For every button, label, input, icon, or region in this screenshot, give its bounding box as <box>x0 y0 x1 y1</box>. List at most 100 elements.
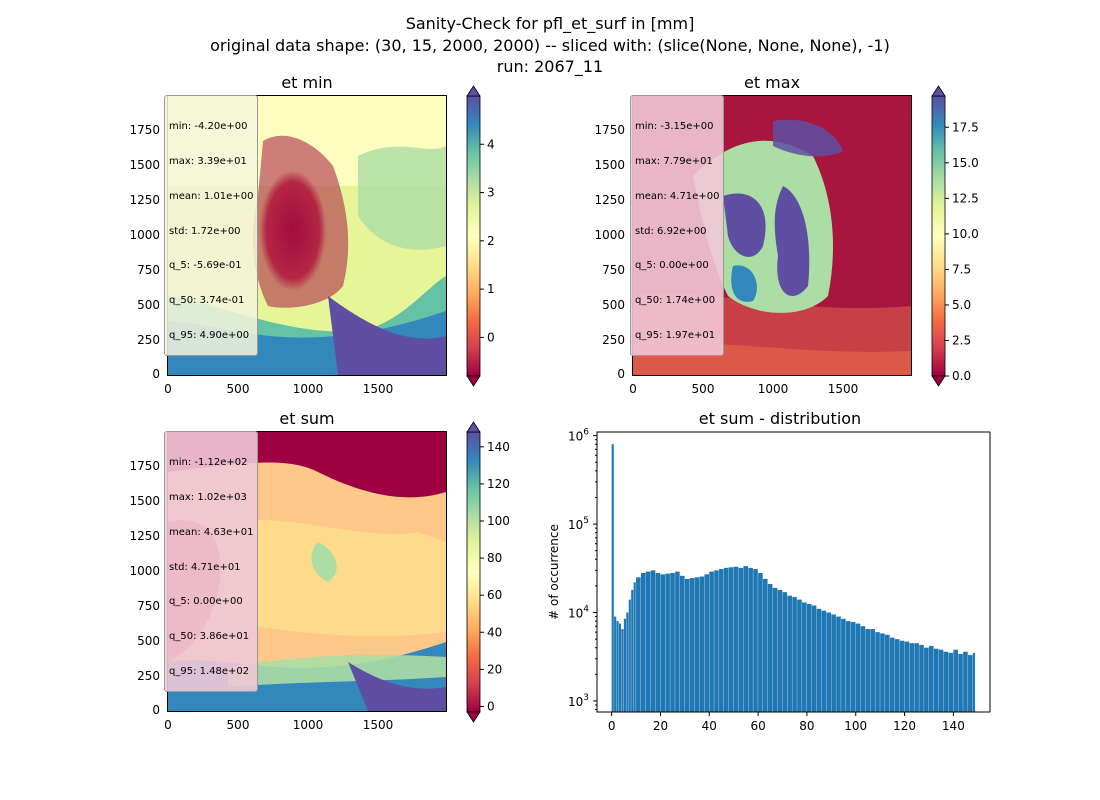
colorbar-gradient <box>466 95 481 377</box>
histogram-bar <box>909 643 915 712</box>
colorbar-svg: 0 20 40 60 80 100 120 140 <box>466 421 510 723</box>
x-tick: 1500 <box>827 382 859 396</box>
y-tick: 1500 <box>594 158 625 172</box>
colorbar-gradient <box>466 431 481 713</box>
histogram-bar <box>689 578 695 712</box>
histogram-bar <box>611 444 614 712</box>
colorbar-gradient <box>931 95 946 377</box>
histogram-bar <box>636 577 641 712</box>
histogram-bar <box>640 572 646 712</box>
histogram-bar <box>811 605 817 712</box>
y-tick: 250 <box>137 333 160 347</box>
histogram-bar <box>645 571 651 712</box>
histogram-bar <box>826 612 832 712</box>
colorbar-tick-label: 120 <box>487 477 510 491</box>
histogram-bar <box>885 634 890 712</box>
x-tick: 500 <box>691 382 715 396</box>
histogram-bar <box>628 599 631 712</box>
histogram-bar <box>623 618 626 712</box>
histogram-bar <box>972 652 976 712</box>
histogram-bar <box>924 647 929 712</box>
colorbar-tick-label: 140 <box>487 440 510 454</box>
y-tick: 1500 <box>129 158 160 172</box>
x-tick: 0 <box>164 718 172 732</box>
histogram-bar <box>723 567 729 712</box>
x-tick: 1500 <box>362 382 394 396</box>
x-tick: 0 <box>629 382 637 396</box>
histogram-bar <box>719 569 724 712</box>
histogram-bar <box>787 595 792 712</box>
histogram-bar <box>938 649 944 712</box>
stat-line: min: -3.15e+00 <box>635 121 714 133</box>
colorbar-extend-bottom <box>931 375 946 387</box>
colorbar-tick-label: 3 <box>487 186 495 200</box>
histogram-bar <box>709 571 714 712</box>
y-tick-label: 106 <box>568 428 589 444</box>
histogram-bar <box>733 566 739 712</box>
colorbar-tick-label: 2 <box>487 234 495 248</box>
histogram-bar <box>758 572 763 712</box>
stat-line: mean: 4.71e+00 <box>635 190 720 202</box>
histogram-bar <box>792 596 797 712</box>
colorbar-extend-top <box>931 85 946 97</box>
histogram-y-label: # of occurrence <box>547 524 561 620</box>
histogram-bar <box>738 567 744 712</box>
y-tick: 0 <box>152 367 160 381</box>
y-tick: 750 <box>602 263 625 277</box>
colorbar-tick-label: 80 <box>487 551 502 565</box>
stat-line: max: 3.39e+01 <box>169 155 247 167</box>
stat-line: mean: 4.63e+01 <box>169 526 254 538</box>
et-max-stats-box: min: -3.15e+00 max: 7.79e+01 mean: 4.71e… <box>630 95 725 357</box>
stat-line: q_5: -5.69e-01 <box>169 260 242 272</box>
histogram-bar <box>806 603 812 712</box>
histogram-bar <box>618 623 622 712</box>
y-tick: 500 <box>137 634 160 648</box>
histogram-bar <box>699 576 705 712</box>
stat-line: q_50: 1.74e+00 <box>635 295 716 307</box>
histogram-bar <box>626 612 629 712</box>
colorbar-extend-top <box>466 85 481 97</box>
histogram-bar <box>880 633 885 712</box>
histogram-bar <box>845 621 851 712</box>
histogram-bar <box>679 575 685 712</box>
colorbar-tick-label: 1 <box>487 282 495 296</box>
histogram-bar <box>675 571 680 712</box>
x-tick: 0 <box>164 382 172 396</box>
stat-line: q_95: 4.90e+00 <box>169 329 250 341</box>
stat-line: max: 1.02e+03 <box>169 491 247 503</box>
histogram-bar <box>616 621 619 712</box>
histogram-bar <box>714 570 719 712</box>
histogram-bar <box>684 578 690 712</box>
histogram-bar <box>899 640 905 712</box>
histogram-bar <box>782 592 788 712</box>
colorbar-tick-label: 0 <box>487 699 495 713</box>
y-tick: 500 <box>602 298 625 312</box>
histogram-bar <box>748 567 753 712</box>
y-tick: 1250 <box>129 529 160 543</box>
colorbar-tick-label: 0 <box>487 330 495 344</box>
stat-line: q_50: 3.86e+01 <box>169 631 250 643</box>
colorbar-svg: 0.0 2.5 5.0 7.5 10.0 12.5 15.0 17.5 <box>931 85 979 387</box>
histogram-bar <box>670 572 675 712</box>
histogram-bar <box>894 639 900 712</box>
y-tick: 1000 <box>129 228 160 242</box>
x-tick: 1000 <box>292 718 324 732</box>
histogram-bar <box>802 602 807 712</box>
histogram-bar <box>777 589 783 712</box>
histogram-bar <box>816 608 822 712</box>
x-tick: 500 <box>226 382 250 396</box>
y-tick: 1750 <box>594 123 625 137</box>
y-tick: 750 <box>137 263 160 277</box>
colorbar-tick-label: 20 <box>487 662 502 676</box>
colorbar-tick-label: 15.0 <box>952 156 979 170</box>
stat-line: min: -4.20e+00 <box>169 121 248 133</box>
histogram-bar <box>841 618 846 712</box>
et-max-title: et max <box>743 73 801 92</box>
colorbar-tick-label: 5.0 <box>952 298 971 312</box>
histogram-bar <box>655 572 661 712</box>
histogram-frame <box>596 431 991 713</box>
figure-title-line-1: Sanity-Check for pfl_et_surf in [mm] <box>405 14 695 33</box>
stat-line: q_5: 0.00e+00 <box>635 260 709 272</box>
x-tick: 1000 <box>292 382 324 396</box>
histogram-bar <box>933 648 939 712</box>
